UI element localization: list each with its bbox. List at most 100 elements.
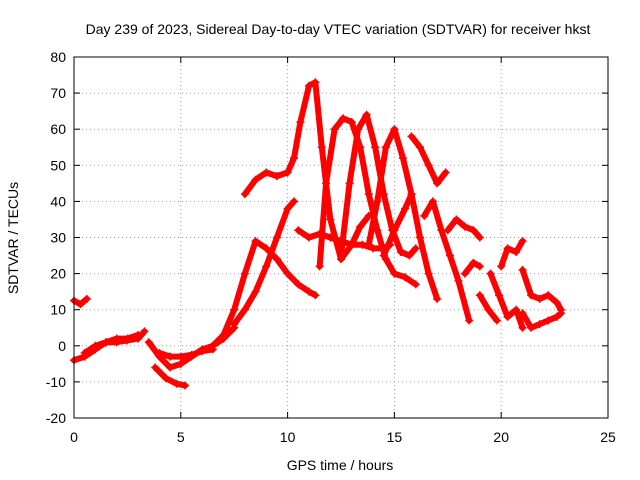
data-point <box>484 305 493 314</box>
data-point <box>364 240 373 249</box>
data-point <box>424 269 433 278</box>
series-trace <box>241 155 298 198</box>
data-point <box>330 125 339 134</box>
data-point <box>518 237 527 246</box>
data-point <box>155 349 164 358</box>
data-point <box>428 197 437 206</box>
chart-title: Day 239 of 2023, Sidereal Day-to-day VTE… <box>86 21 591 37</box>
data-point <box>294 280 303 289</box>
data-point <box>356 222 365 231</box>
data-point <box>151 363 160 372</box>
series-trace <box>152 364 189 389</box>
data-point <box>452 215 461 224</box>
y-tick-label: 80 <box>50 49 66 65</box>
data-point <box>326 215 335 224</box>
data-point <box>251 237 260 246</box>
data-point <box>424 161 433 170</box>
data-point <box>379 251 388 260</box>
data-point <box>176 359 185 368</box>
data-point <box>390 226 399 235</box>
data-point <box>475 262 484 271</box>
data-point <box>420 211 429 220</box>
y-tick-label: 0 <box>58 338 66 354</box>
data-point <box>347 240 356 249</box>
series-arc-late-h <box>518 309 566 332</box>
series-arc-rise-a <box>208 237 320 350</box>
series-arc-late-g <box>497 237 527 271</box>
series-trace <box>231 198 298 328</box>
x-tick-label: 15 <box>387 429 403 445</box>
data-point <box>518 265 527 274</box>
data-point <box>315 262 324 271</box>
data-point <box>161 374 170 383</box>
data-point <box>251 287 260 296</box>
data-point <box>486 269 495 278</box>
data-point <box>373 197 382 206</box>
series-trace <box>295 227 394 252</box>
series-arc-late-e <box>460 258 484 278</box>
data-point <box>283 269 292 278</box>
data-point <box>401 204 410 213</box>
data-point <box>433 294 442 303</box>
data-point <box>411 244 420 253</box>
series-trace <box>461 259 483 277</box>
data-point <box>304 287 313 296</box>
data-point <box>112 334 121 343</box>
data-point <box>198 347 207 356</box>
data-point <box>326 233 335 242</box>
data-point <box>345 179 354 188</box>
data-point <box>475 291 484 300</box>
series-arc-rise-c <box>240 154 299 199</box>
y-tick-label: 60 <box>50 121 66 137</box>
data-point <box>337 251 345 260</box>
data-point <box>304 81 313 90</box>
x-tick-label: 25 <box>600 429 616 445</box>
data-point <box>76 300 85 309</box>
data-point <box>80 349 89 358</box>
series-arc-late-f <box>486 269 527 332</box>
data-point <box>272 233 281 242</box>
data-point <box>187 350 196 359</box>
series-arc-peak-2 <box>315 114 420 289</box>
series-arc-late-b <box>407 132 450 188</box>
data-point <box>465 316 474 325</box>
series-trace <box>519 310 565 331</box>
data-point <box>219 330 228 339</box>
data-point <box>296 117 305 126</box>
y-axis-label: SDTVAR / TECUs <box>5 182 21 294</box>
series-arc-late-j <box>475 291 501 325</box>
data-point <box>497 262 506 271</box>
data-point <box>339 114 348 123</box>
series-trace <box>209 238 319 349</box>
data-point <box>364 190 373 199</box>
data-point <box>172 379 181 388</box>
data-point <box>503 312 512 321</box>
data-point <box>460 269 469 278</box>
data-point <box>317 143 326 152</box>
data-point <box>544 316 553 325</box>
data-point <box>552 312 561 321</box>
y-tick-label: 10 <box>50 302 66 318</box>
data-point <box>272 172 281 181</box>
data-point <box>475 233 484 242</box>
data-point <box>398 154 407 163</box>
y-tick-label: -10 <box>46 374 66 390</box>
data-point <box>240 305 249 314</box>
y-tick-label: -20 <box>46 410 66 426</box>
series-arc-late-d <box>443 215 484 242</box>
series-trace <box>380 191 415 259</box>
data-point <box>82 294 91 303</box>
data-point <box>512 247 521 256</box>
series-trace <box>498 238 526 270</box>
data-point <box>123 334 132 343</box>
data-point <box>512 305 521 314</box>
series-trace <box>408 133 449 187</box>
data-point <box>381 143 390 152</box>
data-point <box>390 125 399 134</box>
data-point <box>390 269 399 278</box>
data-point <box>311 291 320 300</box>
data-point <box>272 255 281 264</box>
data-point <box>91 341 100 350</box>
data-point <box>240 269 249 278</box>
